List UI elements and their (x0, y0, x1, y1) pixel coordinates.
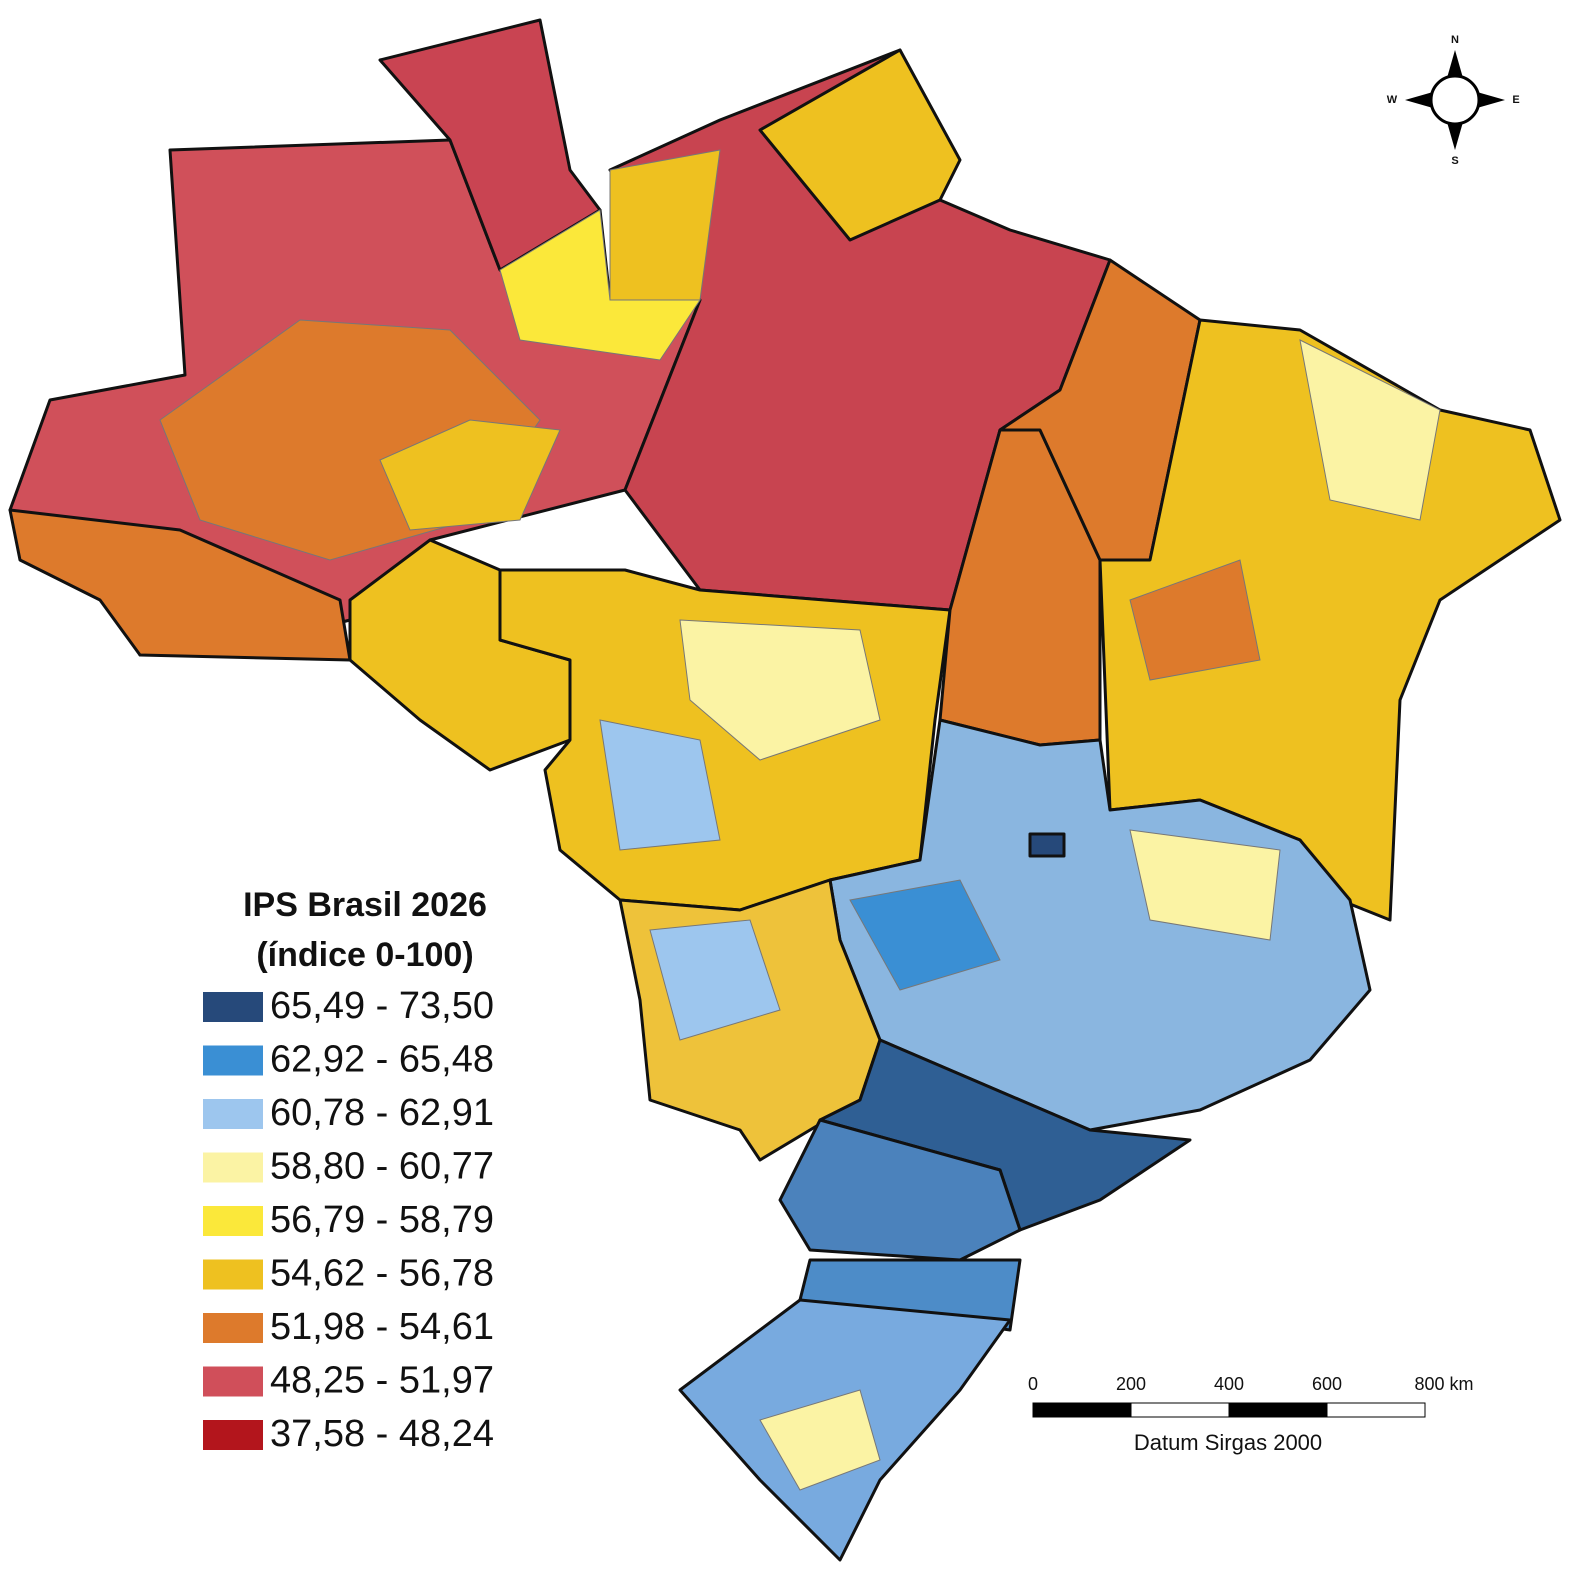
legend-swatch (203, 1259, 263, 1290)
region-patch (759, 1389, 881, 1491)
legend-label: 54,62 - 56,78 (270, 1253, 494, 1295)
region-patch (649, 919, 781, 1041)
compass-west: W (1387, 94, 1398, 106)
scale-segment (1326, 1402, 1426, 1418)
legend-label: 58,80 - 60,77 (270, 1146, 494, 1188)
compass-arrow (1405, 92, 1433, 108)
legend: IPS Brasil 2026 (índice 0-100) 65,49 - 7… (203, 886, 494, 1455)
scale-segment (1130, 1402, 1230, 1418)
legend-swatch (203, 992, 263, 1022)
legend-swatch (203, 1206, 263, 1236)
compass-circle (1429, 74, 1481, 126)
scale-tick-label: 400 (1214, 1374, 1244, 1394)
compass: N E S W (1387, 34, 1520, 167)
legend-swatch (203, 1099, 263, 1129)
legend-label: 48,25 - 51,97 (270, 1360, 494, 1402)
legend-label: 56,79 - 58,79 (270, 1199, 494, 1241)
scale-segment (1032, 1402, 1132, 1418)
scale-segment (1228, 1402, 1328, 1418)
brazil-map (8, 18, 1562, 1562)
legend-label: 60,78 - 62,91 (270, 1092, 494, 1134)
compass-arrow (1447, 122, 1463, 150)
region-amapa (758, 48, 962, 242)
compass-north: N (1451, 34, 1459, 46)
legend-title: IPS Brasil 2026 (243, 886, 487, 924)
compass-arrow (1447, 50, 1463, 78)
compass-arrow (1477, 92, 1505, 108)
region-patch (1129, 559, 1261, 681)
datum-label: Datum Sirgas 2000 (1134, 1430, 1322, 1455)
scale-tick-label: 800 km (1414, 1374, 1473, 1394)
region-patch (679, 619, 881, 761)
compass-south: S (1451, 155, 1458, 167)
legend-swatch (203, 1366, 263, 1397)
federal-district (1028, 832, 1066, 858)
region-northeast (1098, 318, 1562, 922)
region-santa-catarina (798, 1258, 1022, 1332)
region-patch (1299, 339, 1441, 521)
scale-tick-label: 0 (1028, 1374, 1038, 1394)
legend-subtitle: (índice 0-100) (256, 936, 473, 974)
region-patch (599, 719, 721, 851)
legend-label: 65,49 - 73,50 (270, 985, 494, 1027)
region-patch (849, 879, 1001, 991)
scale-bar: Datum Sirgas 2000 0 200 400 600 800 km (1028, 1374, 1474, 1455)
region-patch (379, 419, 561, 531)
region-patch (1129, 829, 1281, 941)
legend-swatch (203, 1045, 263, 1076)
legend-swatch (203, 1420, 263, 1450)
scale-tick-label: 200 (1116, 1374, 1146, 1394)
compass-east: E (1512, 94, 1519, 106)
legend-label: 51,98 - 54,61 (270, 1306, 494, 1348)
legend-label: 62,92 - 65,48 (270, 1039, 494, 1081)
legend-label: 37,58 - 48,24 (270, 1413, 494, 1455)
legend-swatch (203, 1313, 263, 1343)
legend-swatch (203, 1152, 263, 1183)
region-patch (499, 209, 701, 361)
scale-tick-label: 600 (1312, 1374, 1342, 1394)
region-patch (609, 149, 721, 301)
region-acre (8, 508, 352, 662)
